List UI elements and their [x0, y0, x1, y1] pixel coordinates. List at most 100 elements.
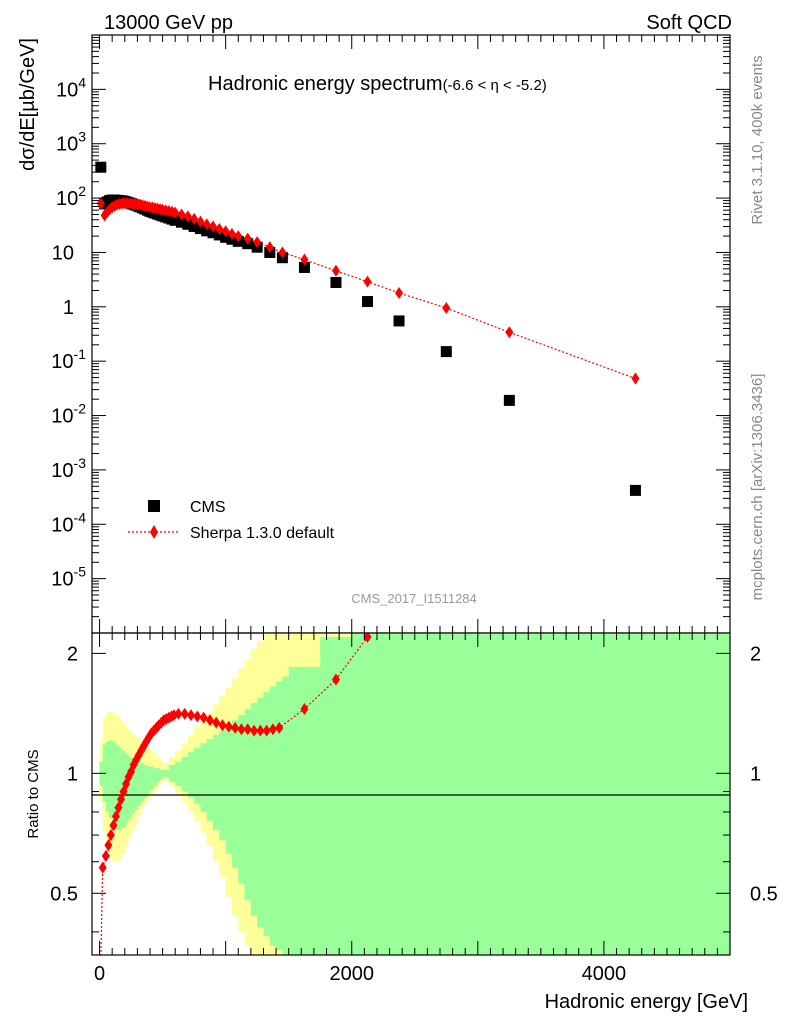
rivet-label: Rivet 3.1.10, 400k events	[749, 55, 766, 224]
cms-point	[176, 216, 188, 228]
cms-point	[503, 394, 515, 406]
sherpa-point	[202, 218, 211, 231]
ratio-point	[104, 839, 113, 852]
cms-point	[95, 161, 107, 173]
energy-label: 13000 GeV pp	[104, 12, 233, 34]
sherpa-point	[300, 253, 309, 266]
uncertainty-band-inner	[250, 703, 258, 916]
sherpa-point	[209, 220, 218, 233]
uncertainty-band-inner	[168, 764, 176, 783]
sherpa-point	[215, 223, 224, 236]
ratio-point	[98, 861, 107, 874]
uncertainty-band-inner	[351, 633, 384, 955]
y-tick-label: 10-5	[51, 564, 86, 591]
ratio-point	[193, 710, 202, 723]
ratio-point	[224, 720, 233, 733]
sherpa-point	[265, 241, 274, 254]
uncertainty-band-inner	[175, 761, 183, 786]
ratio-point	[331, 673, 340, 686]
uncertainty-band-inner	[159, 769, 164, 780]
x-axis-label: Hadronic energy [GeV]	[545, 991, 748, 1013]
uncertainty-band-inner	[112, 741, 116, 826]
sherpa-point	[243, 232, 252, 245]
uncertainty-band-inner	[137, 761, 142, 806]
ratio-point	[106, 829, 115, 842]
sherpa-point	[331, 264, 340, 277]
x-tick-label: 0	[94, 963, 105, 985]
ratio-point	[300, 703, 309, 716]
sherpa-point	[505, 326, 514, 339]
uncertainty-band-inner	[269, 686, 277, 946]
ratio-y-tick-label: 2	[67, 643, 78, 665]
ratio-y-tick-label-right: 2	[750, 643, 761, 665]
uncertainty-band-inner	[206, 738, 214, 821]
mcplots-label: mcplots.cern.ch [arXiv:1306.3436]	[749, 374, 766, 601]
cms-point	[330, 277, 342, 289]
uncertainty-band-inner	[194, 747, 201, 804]
sherpa-point	[183, 210, 192, 223]
cms-point	[298, 261, 310, 273]
uncertainty-band-inner	[105, 741, 110, 812]
legend-sherpa-label: Sherpa 1.3.0 default	[190, 525, 335, 542]
legend-cms-marker	[148, 500, 160, 512]
sherpa-point	[253, 236, 262, 249]
sherpa-point	[221, 225, 230, 238]
ratio-point	[363, 633, 372, 643]
ratio-point	[275, 721, 284, 734]
cms-point	[194, 223, 206, 235]
uncertainty-band-inner	[244, 709, 252, 901]
uncertainty-band-inner	[150, 766, 154, 790]
cms-point	[182, 218, 194, 230]
uncertainty-band-inner	[257, 697, 264, 928]
legend-cms-label: CMS	[190, 499, 226, 516]
ratio-point	[205, 714, 214, 727]
ratio-point	[268, 723, 277, 736]
cms-point	[440, 346, 452, 358]
cms-point	[393, 315, 405, 327]
ratio-point	[174, 707, 183, 720]
uncertainty-band-inner	[146, 766, 151, 794]
sherpa-point	[171, 206, 180, 219]
y-tick-label: 10	[52, 242, 74, 264]
sherpa-point	[196, 215, 205, 228]
ratio-point	[256, 724, 265, 737]
uncertainty-band-inner	[118, 747, 123, 831]
sherpa-point	[442, 302, 451, 315]
uncertainty-band-inner	[231, 720, 239, 868]
y-tick-label: 102	[56, 183, 86, 210]
ratio-point	[111, 810, 120, 823]
uncertainty-band-inner	[383, 633, 730, 955]
y-tick-label: 103	[56, 129, 86, 156]
uncertainty-band-inner	[156, 768, 160, 783]
uncertainty-band-inner	[213, 734, 220, 831]
x-tick-label: 4000	[582, 963, 627, 985]
sherpa-point	[395, 286, 404, 299]
ratio-point	[262, 724, 271, 737]
sherpa-line	[100, 202, 636, 380]
uncertainty-band-inner	[153, 768, 157, 786]
sherpa-point	[278, 246, 287, 259]
x-tick-label: 2000	[329, 963, 374, 985]
ratio-y-axis-label: Ratio to CMS	[25, 749, 42, 838]
uncertainty-band-inner	[288, 666, 321, 955]
cms-point	[629, 484, 641, 496]
ratio-point	[212, 716, 221, 729]
uncertainty-band-inner	[181, 756, 189, 792]
uncertainty-band-inner	[219, 730, 227, 841]
uncertainty-band-inner	[263, 691, 271, 937]
y-tick-label: 104	[56, 74, 86, 101]
process-label: Soft QCD	[646, 12, 732, 34]
ratio-point	[199, 711, 208, 724]
y-tick-label: 10-4	[51, 509, 86, 536]
chart-title: Hadronic energy spectrum(-6.6 < η < -5.2…	[208, 73, 547, 95]
uncertainty-band-inner	[225, 725, 233, 854]
uncertainty-band-inner	[109, 740, 113, 819]
ratio-panel-frame	[91, 632, 731, 956]
sherpa-point	[177, 208, 186, 221]
uncertainty-band-inner	[131, 758, 135, 815]
uncertainty-band-inner	[282, 676, 290, 955]
legend: CMS Sherpa 1.3.0 default	[128, 499, 335, 542]
sherpa-point	[631, 372, 640, 385]
